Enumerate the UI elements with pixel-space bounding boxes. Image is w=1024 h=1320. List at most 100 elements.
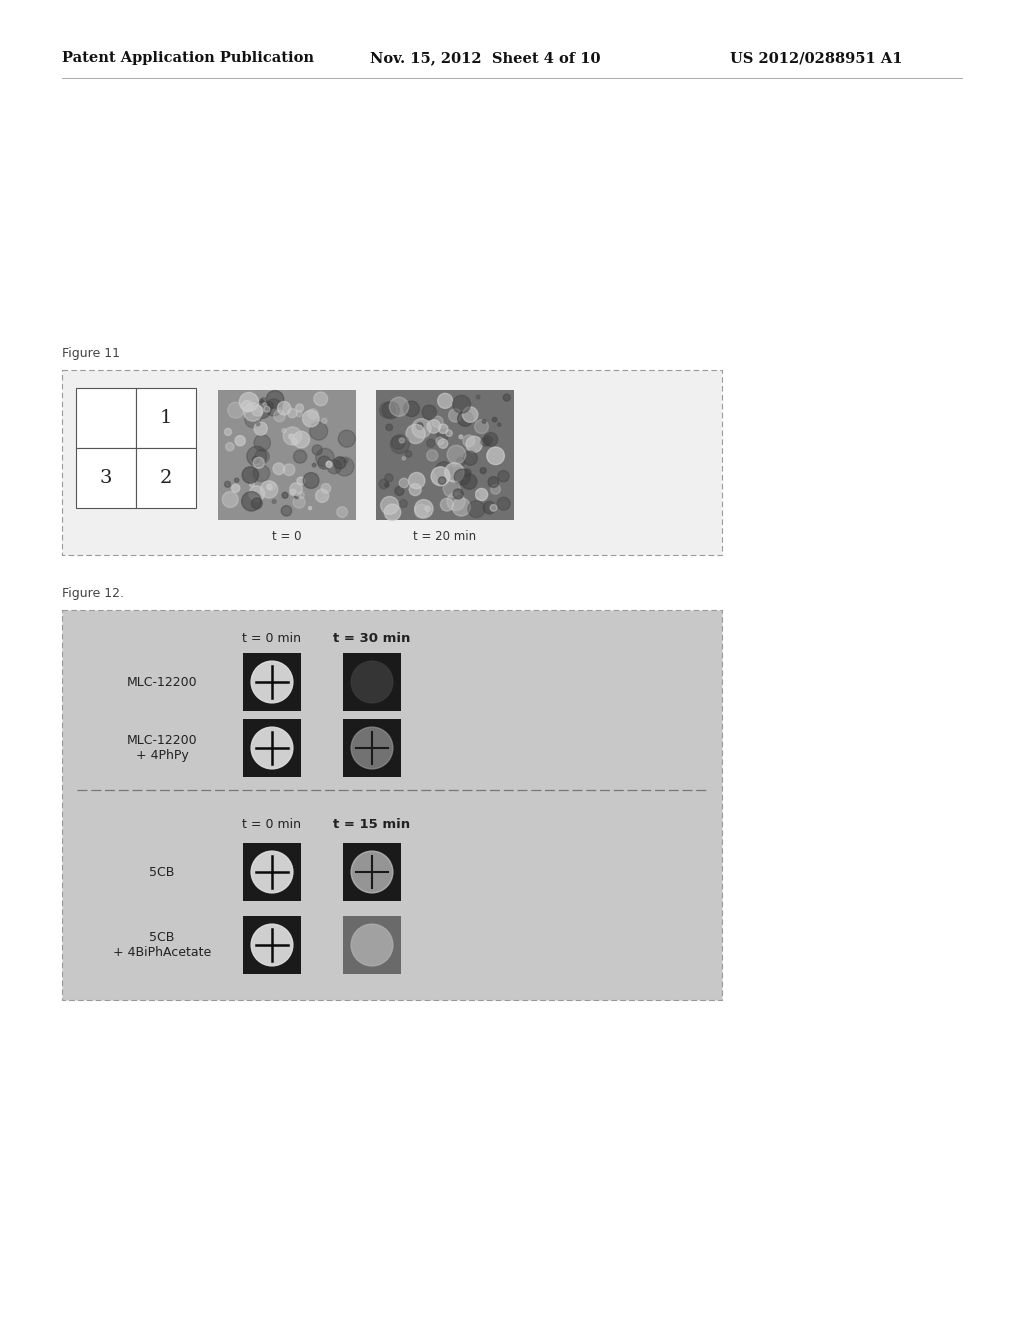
Circle shape [242, 400, 253, 412]
Circle shape [282, 506, 292, 516]
Bar [376, 389, 514, 520]
Circle shape [474, 420, 488, 433]
Circle shape [446, 492, 465, 511]
Circle shape [298, 492, 304, 499]
Bar [243, 653, 301, 711]
Circle shape [498, 470, 509, 482]
Circle shape [453, 396, 470, 413]
Circle shape [255, 449, 269, 463]
Circle shape [399, 499, 408, 507]
Circle shape [247, 446, 266, 466]
Circle shape [380, 403, 395, 418]
Circle shape [463, 407, 478, 422]
Circle shape [264, 407, 270, 412]
Text: t = 15 min: t = 15 min [334, 818, 411, 832]
Circle shape [440, 498, 454, 511]
Circle shape [415, 504, 428, 519]
Circle shape [309, 422, 328, 440]
Circle shape [308, 409, 318, 418]
Circle shape [254, 434, 270, 451]
Circle shape [260, 480, 278, 498]
Circle shape [296, 404, 303, 412]
Circle shape [251, 924, 293, 966]
Circle shape [242, 467, 259, 483]
Circle shape [337, 507, 347, 517]
Circle shape [391, 436, 404, 449]
Circle shape [384, 504, 400, 520]
Circle shape [263, 403, 266, 407]
Circle shape [222, 491, 239, 507]
Circle shape [322, 418, 327, 424]
Bar [243, 843, 301, 902]
Circle shape [315, 449, 334, 467]
Circle shape [344, 459, 348, 463]
Circle shape [427, 420, 440, 433]
Circle shape [266, 484, 272, 490]
Circle shape [498, 498, 510, 510]
Circle shape [455, 469, 470, 486]
Circle shape [317, 457, 331, 469]
Circle shape [231, 484, 240, 492]
Circle shape [315, 490, 329, 503]
Text: US 2012/0288951 A1: US 2012/0288951 A1 [730, 51, 902, 65]
Circle shape [296, 411, 302, 417]
Circle shape [251, 661, 293, 702]
Circle shape [351, 851, 393, 892]
Circle shape [249, 486, 264, 502]
Circle shape [302, 411, 319, 426]
Circle shape [425, 506, 430, 511]
Circle shape [406, 450, 412, 457]
Circle shape [483, 502, 496, 513]
Circle shape [303, 473, 319, 488]
Text: t = 20 min: t = 20 min [414, 529, 476, 543]
Circle shape [284, 463, 295, 475]
Circle shape [386, 424, 392, 430]
Circle shape [449, 409, 462, 422]
Circle shape [431, 467, 450, 486]
Bar [62, 370, 722, 554]
Text: 5CB
+ 4BiPhAcetate: 5CB + 4BiPhAcetate [113, 931, 211, 960]
Circle shape [251, 727, 293, 768]
Bar [136, 447, 196, 508]
Circle shape [464, 469, 471, 477]
Circle shape [379, 479, 388, 488]
Circle shape [406, 424, 425, 444]
Circle shape [351, 924, 393, 966]
Circle shape [312, 463, 316, 467]
Bar [243, 719, 301, 777]
Circle shape [458, 411, 473, 426]
Circle shape [480, 467, 486, 474]
Circle shape [334, 457, 346, 469]
Circle shape [224, 482, 230, 487]
Circle shape [399, 478, 409, 487]
Circle shape [294, 450, 307, 463]
Circle shape [227, 403, 244, 418]
Circle shape [444, 463, 464, 482]
Bar [76, 388, 136, 447]
Circle shape [463, 451, 477, 466]
Bar [343, 843, 401, 902]
Circle shape [412, 418, 431, 438]
Circle shape [312, 445, 323, 455]
Text: Patent Application Publication: Patent Application Publication [62, 51, 314, 65]
Circle shape [328, 461, 332, 465]
Circle shape [490, 504, 497, 511]
Circle shape [484, 433, 498, 446]
Circle shape [435, 462, 453, 479]
Circle shape [389, 397, 409, 416]
Bar [76, 447, 136, 508]
Circle shape [273, 463, 285, 475]
Circle shape [291, 438, 297, 445]
Bar [343, 653, 401, 711]
Circle shape [483, 436, 493, 445]
Circle shape [490, 484, 501, 494]
Circle shape [395, 486, 403, 495]
Circle shape [399, 438, 404, 444]
Circle shape [437, 429, 449, 441]
Circle shape [454, 488, 463, 499]
Circle shape [293, 496, 305, 508]
Circle shape [422, 405, 436, 420]
Circle shape [272, 499, 276, 503]
Circle shape [245, 412, 261, 428]
Text: Nov. 15, 2012  Sheet 4 of 10: Nov. 15, 2012 Sheet 4 of 10 [370, 51, 600, 65]
